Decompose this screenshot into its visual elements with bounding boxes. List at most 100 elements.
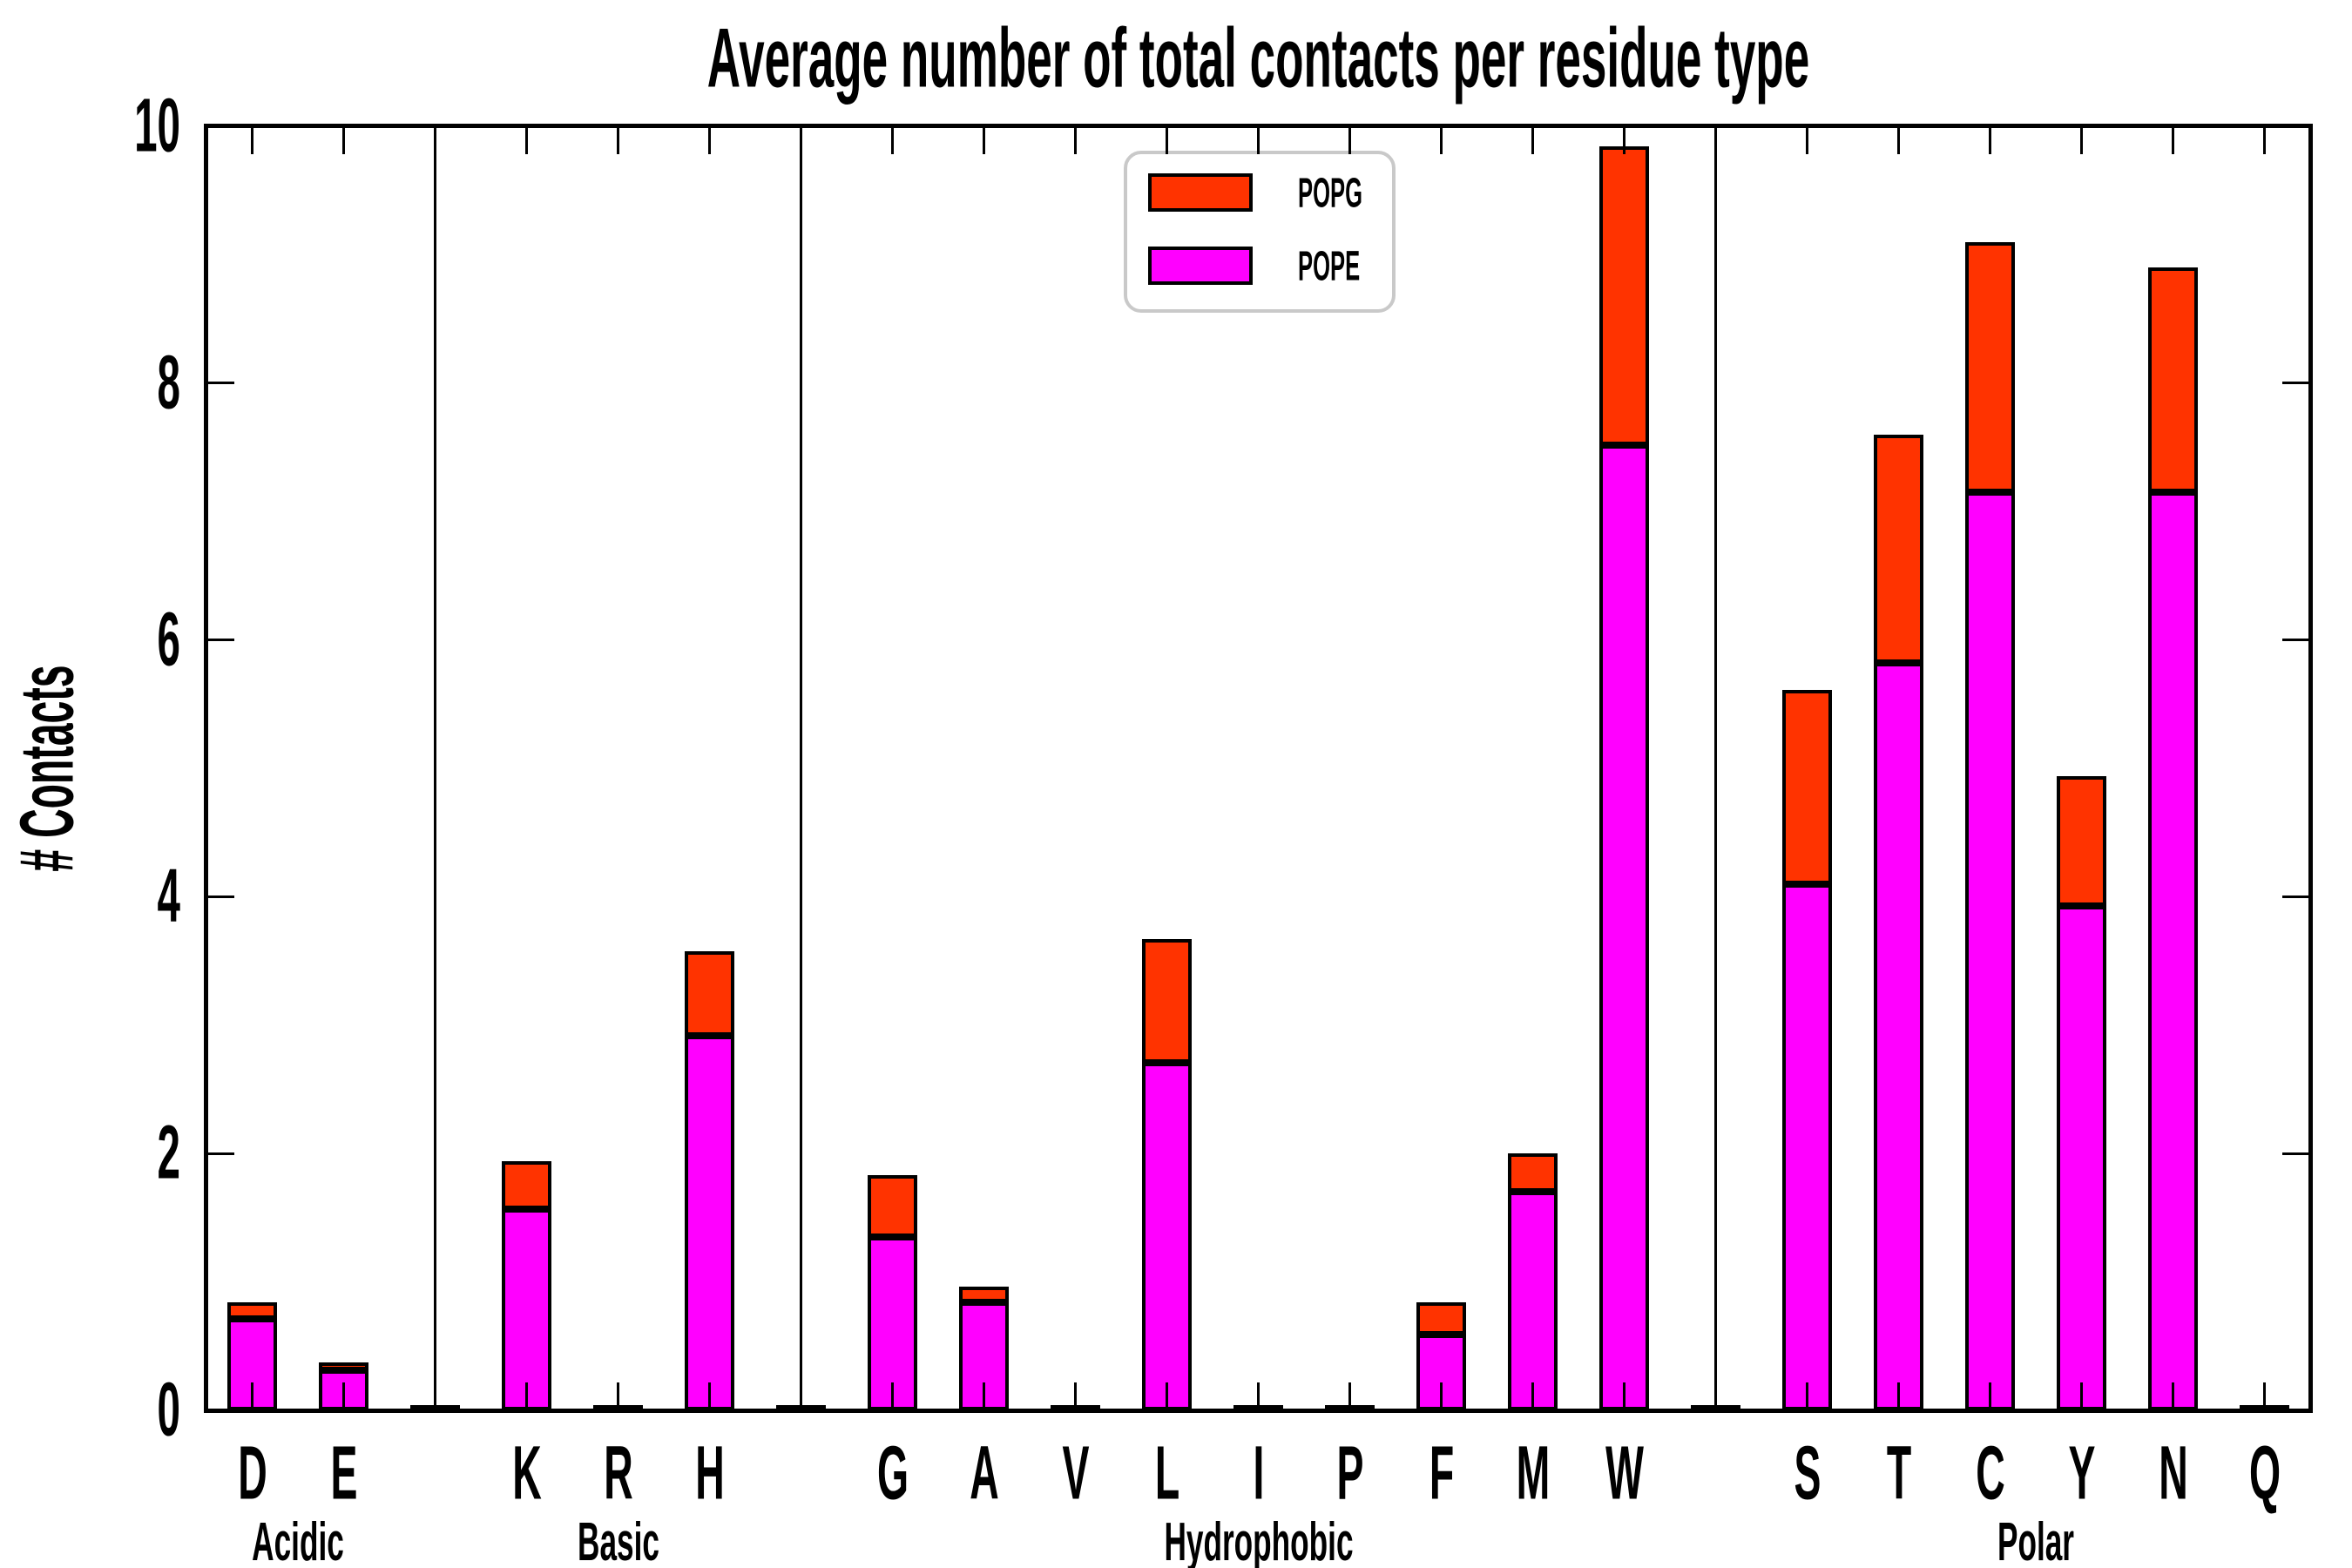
bar-F-popg [1416,1302,1466,1335]
y-tick-right [2282,895,2310,898]
bar-M-pope [1508,1192,1558,1410]
x-label-H: H [694,1430,725,1517]
x-tick-bottom [891,1382,894,1410]
y-tick-right [2282,639,2310,642]
x-tick-top [251,126,253,154]
x-tick-bottom [1348,1382,1351,1410]
x-tick-top [708,126,711,154]
x-tick-bottom [2172,1382,2174,1410]
x-label-W: W [1605,1430,1644,1517]
x-label-P: P [1336,1430,1363,1517]
x-tick-bottom [800,1382,802,1410]
bar-C-popg [1965,242,2015,492]
legend-swatch-popg [1148,173,1253,212]
bar-M-popg [1508,1153,1558,1192]
x-tick-bottom [1897,1382,1900,1410]
x-label-R: R [603,1430,633,1517]
x-tick-bottom [617,1382,619,1410]
y-tick-left [206,895,234,898]
x-label-G: G [876,1430,909,1517]
x-tick-bottom [2080,1382,2083,1410]
x-label-Q: Q [2248,1430,2281,1517]
x-label-L: L [1154,1430,1179,1517]
bar-T-popg [1874,435,1923,663]
bar-Y-popg [2057,776,2106,906]
bar-N-popg [2148,267,2198,492]
bar-L-pope [1142,1063,1192,1410]
x-tick-top [1257,126,1260,154]
x-tick-top [434,126,436,154]
bar-K-pope [502,1209,551,1410]
x-tick-bottom [525,1382,528,1410]
legend-label-popg: POPG [1298,169,1362,216]
x-tick-top [1074,126,1077,154]
x-label-T: T [1886,1430,1911,1517]
y-tick-label: 0 [157,1367,180,1453]
bar-Y-pope [2057,906,2106,1410]
x-tick-bottom [1806,1382,1808,1410]
x-label-C: C [1975,1430,2005,1517]
x-label-A: A [969,1430,999,1517]
x-tick-bottom [1257,1382,1260,1410]
bar-W-pope [1599,445,1649,1410]
y-tick-label: 4 [157,853,180,939]
x-tick-top [2080,126,2083,154]
x-tick-top [342,126,345,154]
bar-C-pope [1965,492,2015,1410]
group-label-acidic: Acidic [252,1511,344,1568]
bar-K-popg [502,1161,551,1209]
x-label-K: K [511,1430,542,1517]
x-tick-bottom [983,1382,985,1410]
bar-H-pope [685,1036,734,1410]
y-tick-label: 10 [134,83,180,169]
bar-E-popg [319,1362,368,1370]
x-tick-top [525,126,528,154]
group-separator [1714,126,1717,1410]
y-tick-label: 8 [157,340,180,425]
bar-S-pope [1782,884,1832,1410]
bar-A-popg [959,1287,1009,1302]
y-tick-left [206,639,234,642]
x-tick-top [617,126,619,154]
y-axis-label: # Contacts [4,665,91,872]
x-label-S: S [1794,1430,1821,1517]
x-tick-bottom [1531,1382,1534,1410]
x-tick-bottom [1623,1382,1625,1410]
x-tick-bottom [1989,1382,1991,1410]
x-tick-top [983,126,985,154]
x-tick-bottom [251,1382,253,1410]
group-separator [800,126,802,1410]
x-label-Y: Y [2068,1430,2095,1517]
x-tick-top [1348,126,1351,154]
x-tick-bottom [1166,1382,1168,1410]
x-tick-top [2172,126,2174,154]
x-tick-bottom [434,1382,436,1410]
bar-L-popg [1142,939,1192,1063]
group-label-basic: Basic [577,1511,659,1568]
x-label-E: E [330,1430,357,1517]
x-tick-bottom [1440,1382,1443,1410]
x-label-V: V [1062,1430,1089,1517]
x-tick-bottom [708,1382,711,1410]
legend-label-pope: POPE [1298,242,1361,289]
x-tick-top [2263,126,2266,154]
bar-T-pope [1874,663,1923,1410]
bar-G-popg [868,1175,917,1237]
x-tick-top [1531,126,1534,154]
x-tick-bottom [2263,1382,2266,1410]
x-tick-bottom [342,1382,345,1410]
x-tick-top [1166,126,1168,154]
legend-swatch-pope [1148,247,1253,285]
x-label-F: F [1429,1430,1454,1517]
bar-W-popg [1599,146,1649,445]
y-tick-left [206,1152,234,1155]
y-tick-right [2282,382,2310,385]
x-label-M: M [1516,1430,1550,1517]
bar-G-pope [868,1237,917,1410]
legend-box: POPG POPE [1124,151,1396,313]
group-separator [434,126,436,1410]
x-tick-top [1897,126,1900,154]
x-tick-top [891,126,894,154]
y-tick-label: 6 [157,597,180,682]
